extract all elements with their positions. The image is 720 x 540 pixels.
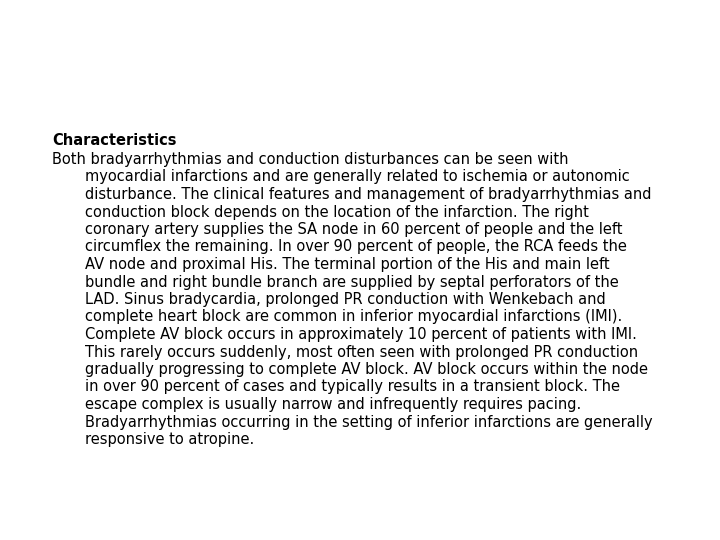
- Text: AV node and proximal His. The terminal portion of the His and main left: AV node and proximal His. The terminal p…: [85, 257, 610, 272]
- Text: bundle and right bundle branch are supplied by septal perforators of the: bundle and right bundle branch are suppl…: [85, 274, 618, 289]
- Text: This rarely occurs suddenly, most often seen with prolonged PR conduction: This rarely occurs suddenly, most often …: [85, 345, 638, 360]
- Text: Both bradyarrhythmias and conduction disturbances can be seen with: Both bradyarrhythmias and conduction dis…: [52, 152, 569, 167]
- Text: disturbance. The clinical features and management of bradyarrhythmias and: disturbance. The clinical features and m…: [85, 187, 652, 202]
- Text: gradually progressing to complete AV block. AV block occurs within the node: gradually progressing to complete AV blo…: [85, 362, 648, 377]
- Text: Characteristics: Characteristics: [52, 133, 176, 148]
- Text: Bradyarrhythmias occurring in the setting of inferior infarctions are generally: Bradyarrhythmias occurring in the settin…: [85, 415, 652, 429]
- Text: Complete AV block occurs in approximately 10 percent of patients with IMI.: Complete AV block occurs in approximatel…: [85, 327, 637, 342]
- Text: coronary artery supplies the SA node in 60 percent of people and the left: coronary artery supplies the SA node in …: [85, 222, 623, 237]
- Text: myocardial infarctions and are generally related to ischemia or autonomic: myocardial infarctions and are generally…: [85, 170, 630, 185]
- Text: escape complex is usually narrow and infrequently requires pacing.: escape complex is usually narrow and inf…: [85, 397, 581, 412]
- Text: responsive to atropine.: responsive to atropine.: [85, 432, 254, 447]
- Text: in over 90 percent of cases and typically results in a transient block. The: in over 90 percent of cases and typicall…: [85, 380, 620, 395]
- Text: circumflex the remaining. In over 90 percent of people, the RCA feeds the: circumflex the remaining. In over 90 per…: [85, 240, 627, 254]
- Text: complete heart block are common in inferior myocardial infarctions (IMI).: complete heart block are common in infer…: [85, 309, 622, 325]
- Text: LAD. Sinus bradycardia, prolonged PR conduction with Wenkebach and: LAD. Sinus bradycardia, prolonged PR con…: [85, 292, 606, 307]
- Text: conduction block depends on the location of the infarction. The right: conduction block depends on the location…: [85, 205, 589, 219]
